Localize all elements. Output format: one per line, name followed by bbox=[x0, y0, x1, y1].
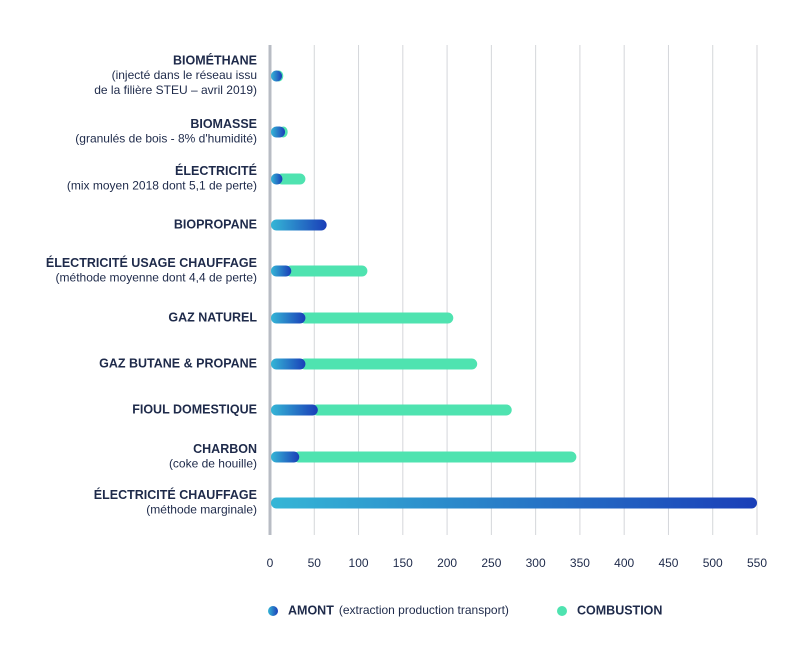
bar-segment bbox=[299, 312, 454, 324]
bar-segment bbox=[271, 358, 306, 370]
bar-segment bbox=[271, 265, 292, 277]
bar-segment bbox=[299, 358, 478, 370]
category-label: CHARBON bbox=[193, 442, 257, 456]
legend-swatch bbox=[557, 606, 567, 616]
category-label: GAZ BUTANE & PROPANE bbox=[99, 356, 257, 370]
x-tick-label: 500 bbox=[703, 556, 723, 570]
bar-segment bbox=[271, 126, 286, 138]
bar-segment bbox=[271, 70, 282, 82]
category-label: BIOPROPANE bbox=[174, 217, 257, 231]
x-tick-label: 350 bbox=[570, 556, 590, 570]
category-label: GAZ NATUREL bbox=[168, 310, 257, 324]
category-label: ÉLECTRICITÉ bbox=[175, 163, 257, 178]
bar-segment bbox=[271, 451, 300, 463]
category-note: de la filière STEU – avril 2019) bbox=[94, 83, 257, 97]
category-label: BIOMASSE bbox=[190, 117, 257, 131]
x-tick-label: 250 bbox=[481, 556, 501, 570]
bar-segment bbox=[271, 312, 306, 324]
legend-label: AMONT bbox=[288, 603, 334, 617]
x-tick-label: 0 bbox=[267, 556, 274, 570]
legend-swatch bbox=[268, 606, 278, 616]
bar-segment bbox=[271, 173, 283, 185]
x-tick-label: 100 bbox=[349, 556, 369, 570]
category-label: BIOMÉTHANE bbox=[173, 52, 257, 67]
x-tick-label: 150 bbox=[393, 556, 413, 570]
category-note: (méthode marginale) bbox=[146, 503, 257, 517]
category-note: (coke de houille) bbox=[169, 457, 257, 471]
category-note: (injecté dans le réseau issu bbox=[112, 68, 257, 82]
bar-segment bbox=[276, 173, 306, 185]
x-tick-label: 400 bbox=[614, 556, 634, 570]
x-tick-label: 50 bbox=[308, 556, 322, 570]
legend-label: COMBUSTION bbox=[577, 603, 662, 617]
legend-note: (extraction production transport) bbox=[339, 603, 509, 617]
category-label: ÉLECTRICITÉ USAGE CHAUFFAGE bbox=[46, 255, 257, 270]
bar-segment bbox=[271, 497, 757, 509]
bar-segment bbox=[271, 404, 318, 416]
category-note: (granulés de bois - 8% d'humidité) bbox=[75, 132, 257, 146]
bar-segment bbox=[271, 219, 327, 231]
bar-segment bbox=[311, 404, 512, 416]
x-tick-label: 550 bbox=[747, 556, 767, 570]
category-label: FIOUL DOMESTIQUE bbox=[132, 402, 257, 416]
bar-segment bbox=[285, 265, 368, 277]
x-tick-label: 200 bbox=[437, 556, 457, 570]
x-tick-label: 450 bbox=[658, 556, 678, 570]
category-note: (méthode moyenne dont 4,4 de perte) bbox=[56, 271, 257, 285]
x-tick-label: 300 bbox=[526, 556, 546, 570]
category-label: ÉLECTRICITÉ CHAUFFAGE bbox=[94, 487, 257, 502]
category-note: (mix moyen 2018 dont 5,1 de perte) bbox=[67, 179, 257, 193]
bar-segment bbox=[293, 451, 577, 463]
